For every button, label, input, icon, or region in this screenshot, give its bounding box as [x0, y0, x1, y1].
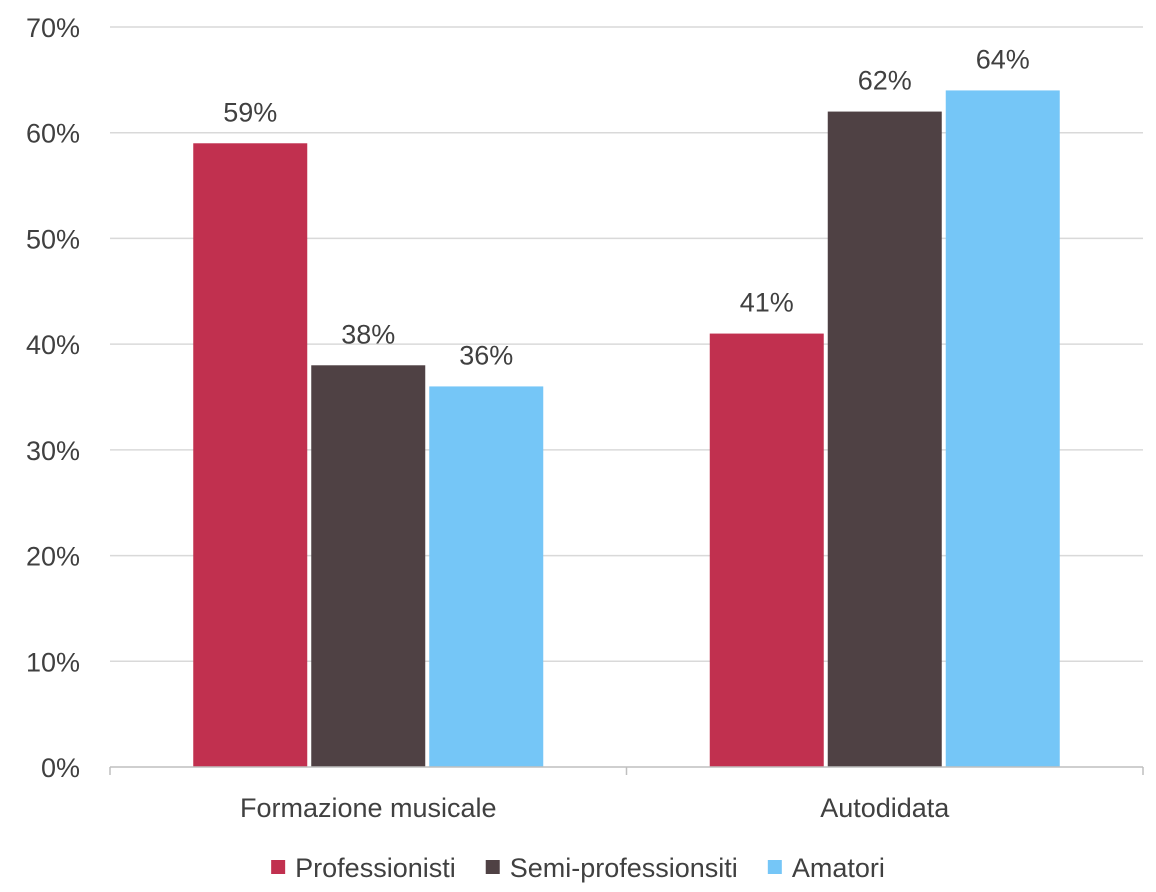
data-label: 62%: [858, 66, 912, 96]
y-tick-label: 20%: [26, 542, 80, 572]
x-category-label: Autodidata: [820, 793, 950, 823]
y-tick-label: 30%: [26, 436, 80, 466]
y-tick-label: 10%: [26, 647, 80, 677]
data-labels: 59% 38% 36% 41% 62% 64%: [223, 44, 1030, 370]
y-tick-label: 40%: [26, 330, 80, 360]
x-axis: [109, 766, 1144, 775]
legend-swatch-professionisti: [271, 860, 286, 874]
data-label: 36%: [459, 340, 513, 370]
y-tick-label: 70%: [26, 13, 80, 43]
bar-semi-professionsiti: [311, 365, 426, 767]
legend-label: Professionisti: [295, 853, 456, 883]
y-tick-label: 60%: [26, 119, 80, 149]
x-category-label: Formazione musicale: [240, 793, 497, 823]
data-label: 38%: [341, 319, 395, 349]
x-axis-category-labels: Formazione musicale Autodidata: [240, 793, 950, 823]
y-tick-label: 0%: [41, 753, 80, 783]
bar-professionisti: [709, 333, 824, 767]
bar-amatori: [945, 90, 1060, 767]
legend-swatch-amatori: [767, 860, 782, 874]
data-label: 41%: [740, 288, 794, 318]
bar-professionisti: [193, 143, 308, 768]
legend: Professionisti Semi-professionsiti Amatori: [271, 853, 885, 883]
bar-semi-professionsiti: [827, 111, 942, 768]
y-tick-label: 50%: [26, 224, 80, 254]
legend-label: Semi-professionsiti: [510, 853, 738, 883]
bar-amatori: [429, 386, 544, 767]
legend-label: Amatori: [792, 853, 885, 883]
data-label: 59%: [223, 97, 277, 127]
y-axis-tick-labels: 0% 10% 20% 30% 40% 50% 60% 70%: [26, 13, 80, 783]
data-label: 64%: [976, 44, 1030, 74]
bars: [193, 90, 1060, 768]
legend-swatch-semi-professionsiti: [485, 860, 500, 874]
